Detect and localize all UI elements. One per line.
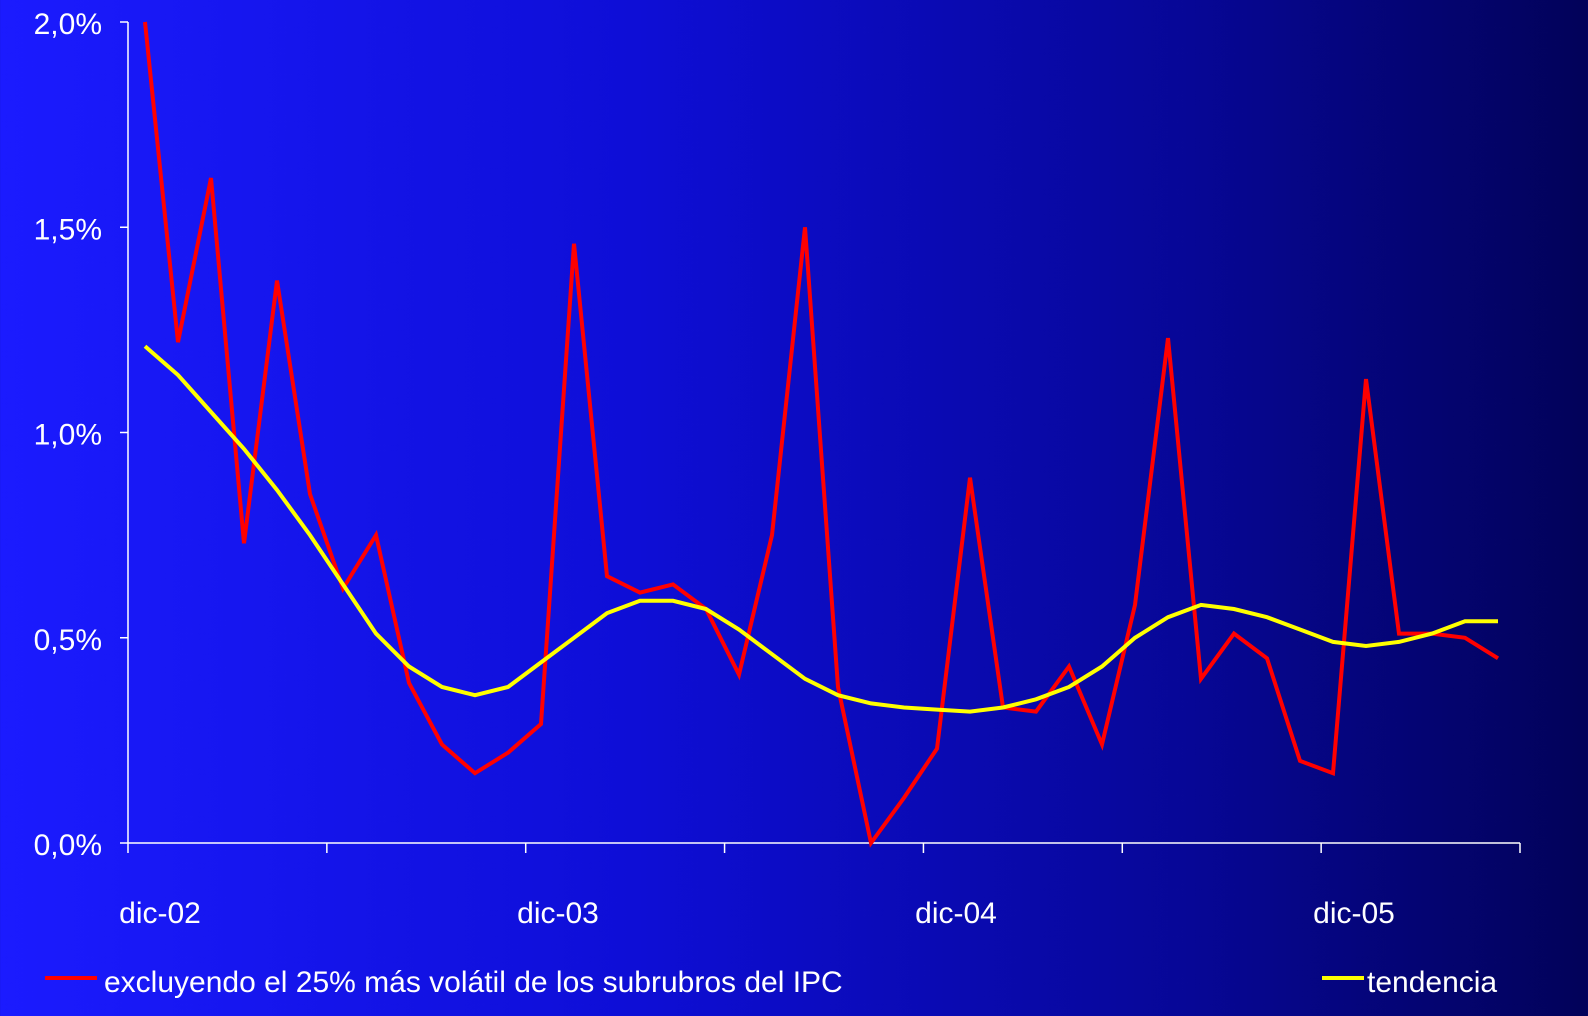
series-lines — [143, 21, 1500, 848]
y-tick-label: 2,0% — [34, 8, 102, 41]
y-tick-label: 0,0% — [34, 829, 102, 862]
y-tick-label: 0,5% — [34, 624, 102, 657]
legend: excluyendo el 25% más volátil de los sub… — [45, 966, 1497, 999]
series-line-yellow — [143, 344, 1498, 714]
series-line-red — [143, 21, 1500, 848]
y-tick-label: 1,0% — [34, 419, 102, 452]
x-tick-label: dic-05 — [1313, 897, 1395, 930]
legend-label-yellow: tendencia — [1367, 966, 1497, 999]
y-tick-label: 1,5% — [34, 213, 102, 246]
x-tick-label: dic-03 — [517, 897, 599, 930]
legend-label-red: excluyendo el 25% más volátil de los sub… — [104, 966, 843, 999]
x-tick-label: dic-04 — [915, 897, 997, 930]
x-tick-label: dic-02 — [119, 897, 201, 930]
axes: 0,0% 0,5% 1,0% 1,5% 2,0% dic-02 dic-03 dic-04 di… — [34, 8, 1521, 930]
